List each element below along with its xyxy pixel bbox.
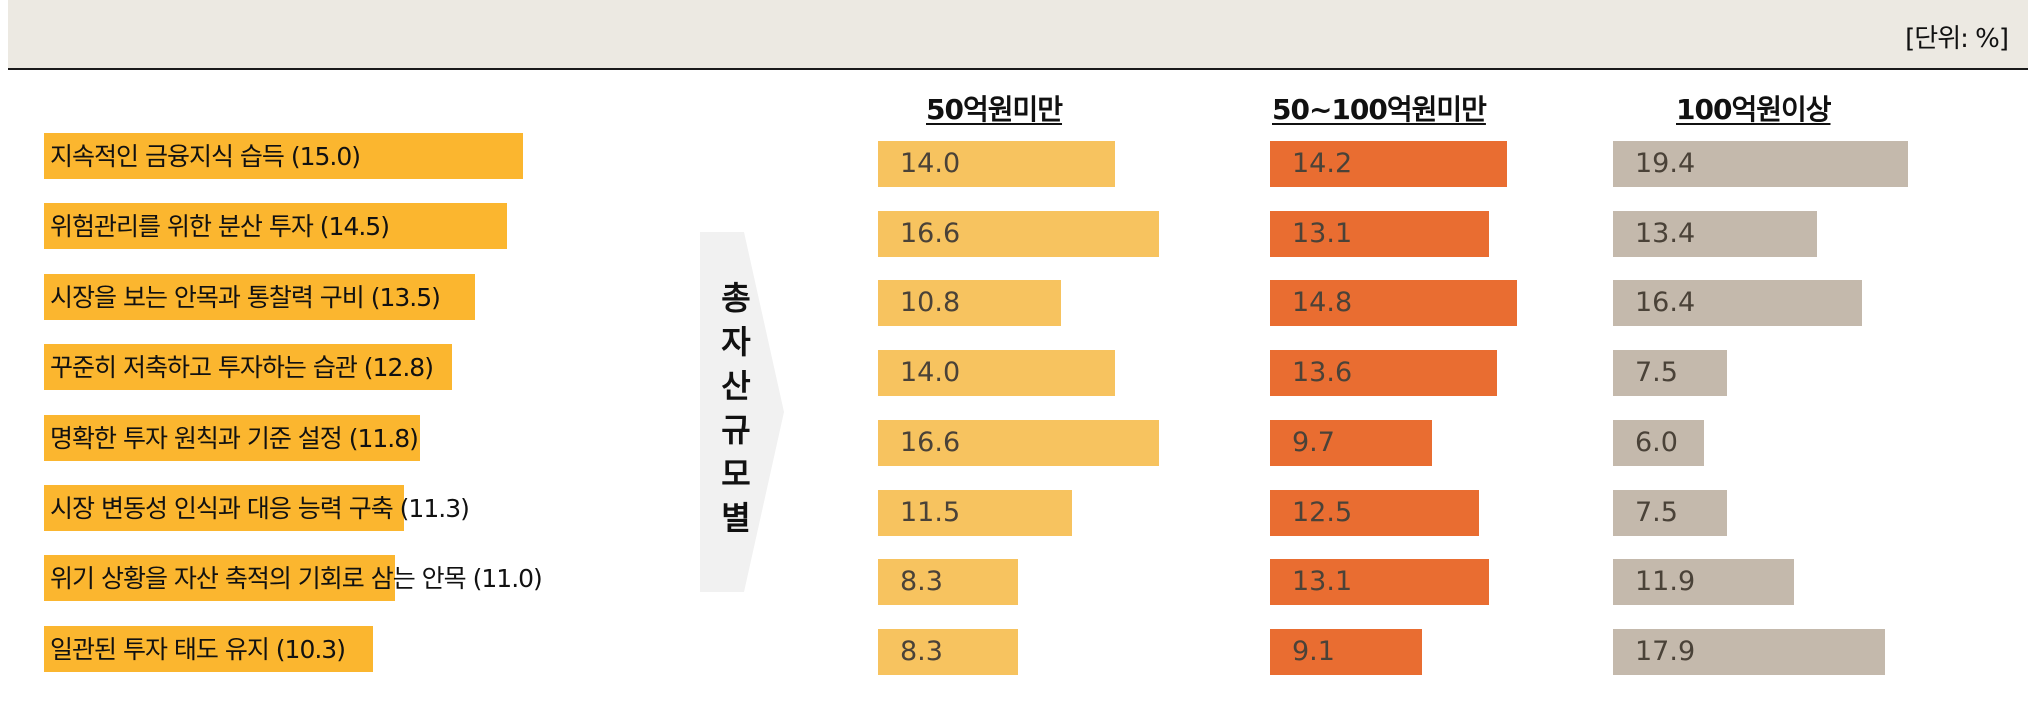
bar-value-label: 9.1	[1292, 635, 1335, 667]
overall-bar	[44, 273, 475, 320]
bar-over-100: 19.4	[1613, 141, 1908, 187]
unit-label: [단위: %]	[1905, 24, 2009, 54]
bar-over-100: 7.5	[1613, 489, 1727, 536]
column-header-50-100: 50~100억원미만	[1272, 93, 1487, 126]
overall-bar-label: 시장을 보는 안목과 통찰력 구비 (13.5)	[50, 282, 441, 312]
bar-value-label: 19.4	[1635, 148, 1696, 179]
bar-under-50: 8.3	[878, 559, 1019, 606]
bar-value-label: 13.6	[1292, 357, 1353, 389]
bar-50-100: 14.8	[1270, 280, 1518, 327]
bar-over-100: 7.5	[1613, 350, 1727, 397]
bar-over-100: 17.9	[1613, 628, 1886, 675]
bar-over-100: 11.9	[1613, 559, 1794, 606]
bar-value-label: 14.8	[1292, 287, 1353, 319]
overall-bar	[44, 485, 405, 531]
overall-bar	[44, 414, 421, 461]
bar-under-50: 11.5	[878, 489, 1073, 536]
side-label-char: 산	[721, 367, 751, 405]
bar-value-label: 13.1	[1292, 217, 1353, 249]
bar-value-label: 7.5	[1635, 496, 1678, 528]
overall-bar-label: 위험관리를 위한 분산 투자 (14.5)	[50, 212, 390, 242]
bar-value-label: 16.4	[1635, 287, 1696, 319]
bar-value-label: 12.5	[1292, 496, 1353, 528]
header-bar: [단위: %]	[8, 0, 2028, 68]
arrow-right-icon	[700, 232, 784, 592]
side-label-char: 규	[721, 411, 751, 449]
header-divider	[8, 68, 2028, 70]
bar-50-100: 14.2	[1270, 141, 1508, 187]
bar-50-100: 13.6	[1270, 350, 1498, 397]
bar-value-label: 10.8	[900, 287, 961, 319]
side-label-char: 모	[721, 455, 751, 493]
overall-bar	[44, 555, 395, 602]
column-header-over-100: 100억원이상	[1676, 93, 1831, 126]
overall-bar	[44, 625, 373, 672]
bar-over-100: 13.4	[1613, 210, 1817, 257]
overall-bar	[44, 133, 523, 179]
bar-50-100: 13.1	[1270, 559, 1489, 606]
bar-under-50: 10.8	[878, 280, 1061, 327]
bar-value-label: 11.5	[900, 496, 961, 528]
side-label-char: 별	[721, 499, 751, 537]
bar-value-label: 16.6	[900, 426, 961, 458]
bar-under-50: 8.3	[878, 628, 1019, 675]
bar-50-100: 12.5	[1270, 489, 1479, 536]
bar-over-100: 6.0	[1613, 419, 1705, 466]
bar-50-100: 9.7	[1270, 419, 1432, 466]
overall-bar-label: 명확한 투자 원칙과 기준 설정 (11.8)	[50, 423, 419, 453]
bar-under-50: 14.0	[878, 141, 1115, 187]
bar-under-50: 16.6	[878, 419, 1159, 466]
overall-bar-label: 꾸준히 저축하고 투자하는 습관 (12.8)	[50, 353, 434, 383]
bar-value-label: 16.6	[900, 217, 961, 249]
overall-bar	[44, 344, 453, 391]
bar-value-label: 8.3	[900, 566, 943, 598]
bar-value-label: 14.2	[1292, 148, 1353, 179]
overall-bar-label: 시장 변동성 인식과 대응 능력 구축 (11.3)	[50, 494, 470, 523]
bar-value-label: 14.0	[900, 148, 961, 179]
side-label-char: 자	[721, 323, 751, 361]
overall-bar-label: 지속적인 금융지식 습득 (15.0)	[50, 142, 361, 171]
column-header-under-50: 50억원미만	[926, 93, 1063, 126]
overall-bar-label: 일관된 투자 태도 유지 (10.3)	[50, 634, 346, 664]
overall-bar	[44, 203, 507, 250]
bar-value-label: 14.0	[900, 357, 961, 389]
bar-value-label: 9.7	[1292, 426, 1335, 458]
bar-over-100: 16.4	[1613, 280, 1863, 327]
overall-bar-label: 위기 상황을 자산 축적의 기회로 삼는 안목 (11.0)	[50, 564, 543, 594]
bar-under-50: 14.0	[878, 350, 1115, 397]
bar-value-label: 17.9	[1635, 635, 1696, 667]
bar-50-100: 9.1	[1270, 628, 1422, 675]
bar-value-label: 13.4	[1635, 217, 1696, 249]
bar-value-label: 6.0	[1635, 426, 1678, 458]
bar-value-label: 7.5	[1635, 357, 1678, 389]
bar-50-100: 13.1	[1270, 210, 1489, 257]
bar-value-label: 13.1	[1292, 566, 1353, 598]
side-label-char: 총	[721, 279, 751, 317]
bar-under-50: 16.6	[878, 210, 1159, 257]
bar-value-label: 11.9	[1635, 566, 1696, 598]
bar-value-label: 8.3	[900, 635, 943, 667]
